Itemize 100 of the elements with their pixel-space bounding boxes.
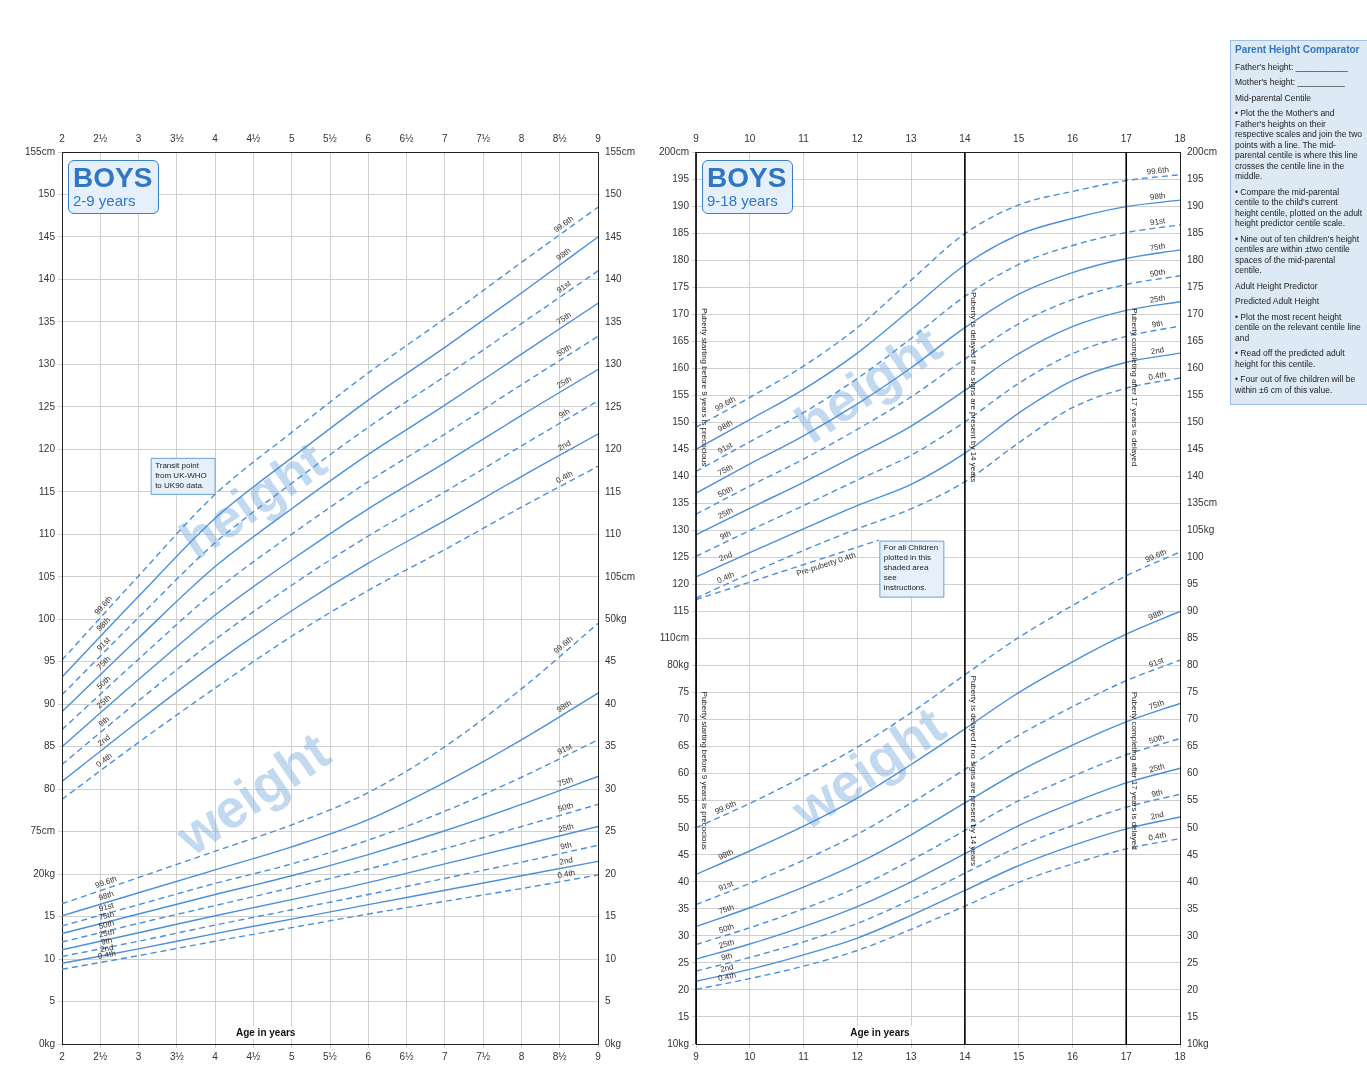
y2-tick-label: 90 (1187, 605, 1199, 617)
y-tick-label: 190 (672, 199, 690, 211)
text: 0.4th (556, 868, 576, 881)
y-tick-label: 120 (38, 443, 56, 455)
text: 9th (559, 840, 573, 852)
y-tick-label: 195 (672, 172, 690, 184)
y-tick-label: 60 (677, 767, 690, 779)
ref-line-label: Puberty starting before 9 years is precocious (699, 691, 709, 850)
x2-tick-label: 12 (851, 132, 864, 144)
text: 2nd (96, 732, 113, 749)
x2-tick-label: 13 (905, 132, 918, 144)
text: • Four out of five children will be within ±6 cm of this value. (1235, 374, 1357, 395)
y2-tick-label: 65 (1187, 740, 1199, 752)
text: 25th (716, 505, 735, 521)
x-tick-label: 8½ (552, 1050, 568, 1062)
y-tick-label: 65 (677, 740, 690, 752)
y-tick-label: 15 (677, 1010, 690, 1022)
y2-tick-label: 150 (1187, 416, 1205, 428)
y2-tick-label: 15 (605, 910, 617, 922)
y-tick-label: 110cm (659, 632, 689, 644)
text: 75th (556, 774, 575, 789)
y-tick-label: 135 (672, 497, 690, 509)
y-tick-label: 90 (43, 697, 56, 709)
y2-tick-label: 0kg (605, 1037, 622, 1049)
text: 50th (94, 674, 113, 692)
text: Adult Height Predictor (1235, 280, 1319, 291)
text: Parent Height Comparator (1235, 44, 1361, 56)
y2-tick-label: 155 (1187, 389, 1205, 401)
x2-tick-label: 5 (288, 132, 295, 144)
x2-tick-label: 18 (1174, 132, 1186, 144)
text: 75th (1149, 241, 1166, 253)
y-tick-label: 80 (43, 782, 56, 794)
y-tick-label: 125 (672, 551, 690, 563)
y-tick-label: 185 (672, 226, 690, 238)
text: 91st (717, 879, 735, 893)
y2-tick-label: 145 (605, 230, 623, 242)
ref-line-label: Puberty starting before 9 years is precocious (699, 308, 709, 467)
y-tick-label: 175 (672, 280, 690, 292)
y2-tick-label: 160 (1187, 361, 1205, 373)
x-tick-label: 11 (798, 1050, 810, 1062)
x2-tick-label: 10 (744, 132, 756, 144)
text: 91st (1149, 216, 1167, 228)
y2-tick-label: 175 (1187, 280, 1205, 292)
y-tick-label: 105 (38, 570, 56, 582)
y-tick-label: 85 (43, 740, 56, 752)
x2-tick-label: 4½ (246, 132, 262, 144)
x2-tick-label: 9 (595, 132, 602, 144)
y-tick-label: 50 (677, 821, 690, 833)
text: 91st (716, 440, 735, 456)
y2-tick-label: 35 (605, 740, 617, 752)
y-tick-label: 115 (673, 605, 690, 617)
text: • Compare the mid-parental centile to the child's current height centile, plotted on the adult height predictor centile scale. (1235, 186, 1363, 229)
text: Mother's height: __________ (1235, 77, 1346, 88)
y2-tick-label: 110 (605, 528, 622, 540)
x2-tick-label: 7 (442, 132, 449, 144)
y-tick-label: 140 (38, 273, 56, 285)
y2-tick-label: 80 (1187, 659, 1199, 671)
y2-tick-label: 125 (605, 400, 623, 412)
text: 9th (557, 406, 572, 421)
x-axis-title: Age in years (850, 1026, 911, 1038)
text: 50th (1149, 267, 1166, 279)
y-tick-label: 125 (38, 400, 56, 412)
x2-tick-label: 17 (1120, 132, 1133, 144)
x2-tick-label: 4 (212, 132, 219, 144)
text: 75th (1147, 698, 1166, 712)
text: 9th (720, 951, 734, 963)
ref-line-label: Puberty completing after 17 years is delayed (1130, 308, 1140, 467)
y2-tick-label: 55 (1187, 794, 1199, 806)
text: 50th (717, 921, 736, 936)
text: 98th (555, 698, 574, 715)
x-tick-label: 4½ (246, 1050, 262, 1062)
x2-tick-label: 3½ (169, 132, 185, 144)
text: 91st (1147, 655, 1166, 670)
x-tick-label: 8 (518, 1050, 525, 1062)
text: • Plot the the Mother's and Father's heights on their respective scales and join the two points with a line. The mid-parental centile is where this line crosses the centile line in the middle. (1235, 108, 1363, 182)
y-tick-label: 150 (672, 416, 690, 428)
x-tick-label: 7 (442, 1050, 449, 1062)
y2-tick-label: 120 (605, 443, 623, 455)
y2-tick-label: 130 (605, 358, 623, 370)
chart-title: BOYS (73, 162, 153, 193)
y2-tick-label: 150 (605, 188, 623, 200)
text: 99.6th (1143, 547, 1168, 565)
x2-tick-label: 11 (798, 132, 810, 144)
y-tick-label: 75 (677, 686, 690, 698)
y2-tick-label: 25 (605, 825, 617, 837)
text: 99.6th (93, 874, 118, 890)
text: 25th (557, 821, 575, 835)
y2-tick-label: 50kg (605, 612, 627, 624)
y2-tick-label: 30 (605, 782, 617, 794)
text: 50th (556, 800, 575, 814)
text: 2nd (556, 438, 573, 453)
text: 2-9 years (73, 192, 137, 209)
text: • Read off the predicted adult height for this centile. (1235, 348, 1346, 369)
y-tick-label: 10kg (667, 1037, 689, 1049)
text: Predicted Adult Height (1235, 296, 1321, 307)
text: 9th (96, 714, 112, 729)
y2-tick-label: 10 (605, 952, 617, 964)
ref-line-label: Puberty is delayed if no signs are present by 14 years (968, 292, 978, 483)
y2-tick-label: 60 (1187, 767, 1199, 779)
y-tick-label: 95 (43, 655, 56, 667)
